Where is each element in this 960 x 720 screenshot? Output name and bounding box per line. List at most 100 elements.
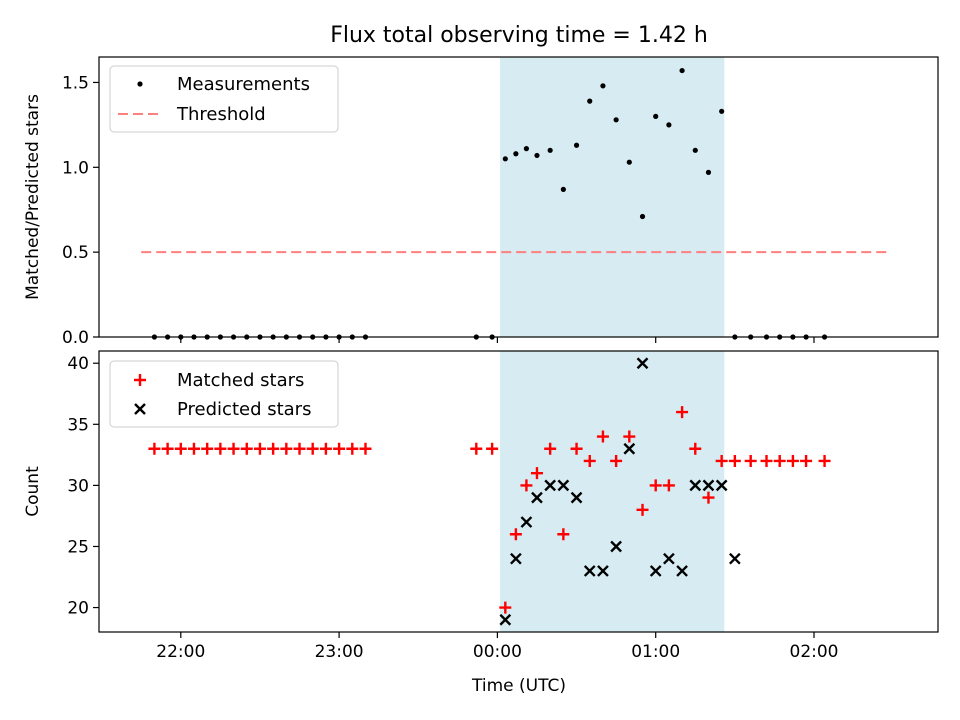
matched-star-point xyxy=(623,430,636,443)
measurement-point xyxy=(679,67,685,74)
x-tick-label: 02:00 xyxy=(790,642,839,662)
bottom-legend: Matched stars Predicted stars xyxy=(109,360,339,428)
measurement-point xyxy=(719,108,725,114)
predicted-star-point xyxy=(676,565,688,577)
y-tick-label: 0.0 xyxy=(62,328,89,348)
matched-star-point xyxy=(744,454,757,467)
matched-star-point xyxy=(509,528,522,541)
legend-measurements-marker xyxy=(137,81,143,87)
bottom-legend-box xyxy=(109,360,339,428)
top-legend-box xyxy=(109,65,339,133)
matched-star-point xyxy=(359,442,372,455)
matched-star-point xyxy=(715,454,728,467)
predicted-star-point xyxy=(702,479,715,492)
predicted-star-point xyxy=(689,479,702,492)
measurement-point xyxy=(600,83,606,89)
matched-star-point xyxy=(319,442,332,455)
measurement-point xyxy=(692,147,698,153)
y-tick-label: 0.5 xyxy=(62,243,89,263)
measurement-point xyxy=(502,156,508,162)
observing-interval-shade xyxy=(500,351,725,632)
matched-star-point xyxy=(728,454,741,467)
top-axes-frame xyxy=(98,56,939,338)
matched-star-points xyxy=(148,406,831,614)
legend-measurements-label: Measurements xyxy=(177,74,310,95)
measurement-point xyxy=(666,122,672,128)
matched-star-point xyxy=(818,454,831,467)
predicted-star-point xyxy=(544,479,557,492)
predicted-star-point xyxy=(715,479,728,492)
measurement-point xyxy=(523,146,530,152)
matched-star-point xyxy=(760,454,773,467)
x-tick-label: 00:00 xyxy=(473,642,522,662)
measurement-point xyxy=(513,151,519,157)
measurement-point xyxy=(534,152,540,159)
predicted-star-point xyxy=(636,357,649,370)
y-tick-label: 40 xyxy=(67,354,89,374)
matched-star-point xyxy=(786,454,799,467)
measurement-point xyxy=(573,142,580,148)
chart-title: Flux total observing time = 1.42 h xyxy=(330,23,708,48)
predicted-star-point xyxy=(583,565,596,577)
bottom-x-ticks: 22:00 23:00 00:00 01:00 02:00 xyxy=(156,632,839,662)
x-axis-label: Time (UTC) xyxy=(471,676,566,696)
matched-star-point xyxy=(499,601,512,614)
predicted-star-point xyxy=(510,552,522,565)
legend-matched-marker xyxy=(134,374,146,386)
measurement-point xyxy=(705,169,712,175)
matched-star-point xyxy=(161,442,174,455)
matched-star-point xyxy=(470,442,483,455)
matched-star-point xyxy=(187,442,200,455)
measurement-point xyxy=(626,159,632,165)
matched-star-point xyxy=(486,442,499,455)
y-tick-label: 25 xyxy=(67,537,89,557)
measurement-points xyxy=(151,67,828,340)
legend-predicted-marker xyxy=(134,403,146,415)
matched-star-point xyxy=(214,442,227,455)
predicted-star-point xyxy=(623,442,636,455)
y-tick-label: 30 xyxy=(67,476,89,496)
matched-star-point xyxy=(148,442,161,455)
matched-star-point xyxy=(520,479,533,492)
matched-star-point xyxy=(253,442,266,455)
matched-star-point xyxy=(570,442,583,455)
matched-star-point xyxy=(676,406,689,419)
matched-star-point xyxy=(636,503,649,516)
matched-star-point xyxy=(227,442,240,455)
predicted-star-point xyxy=(663,552,675,565)
y-tick-label: 20 xyxy=(67,599,89,619)
matched-star-point xyxy=(702,491,715,504)
top-y-axis-label: Matched/Predicted stars xyxy=(23,94,43,300)
matched-star-point xyxy=(544,442,557,455)
top-panel: 0.0 0.5 1.0 1.5 Matched/Predicted stars Mea… xyxy=(23,56,939,348)
matched-star-point xyxy=(333,442,346,455)
measurement-point xyxy=(653,113,659,119)
matched-star-point xyxy=(773,454,786,467)
top-legend: Measurements Threshold xyxy=(109,65,339,133)
predicted-star-point xyxy=(729,552,741,565)
predicted-star-point xyxy=(499,613,512,626)
matched-star-point xyxy=(689,442,702,455)
measurement-point xyxy=(547,147,553,153)
x-tick-label: 22:00 xyxy=(156,642,205,662)
bottom-axes-frame xyxy=(98,350,939,633)
predicted-star-point xyxy=(649,565,662,577)
matched-star-point xyxy=(530,467,543,480)
x-tick-label: 01:00 xyxy=(631,642,680,662)
y-tick-label: 1.5 xyxy=(62,73,89,93)
matched-star-point xyxy=(240,442,253,455)
matched-star-point xyxy=(346,442,359,455)
bottom-y-ticks: 20 25 30 35 40 xyxy=(67,354,99,619)
predicted-star-point xyxy=(570,491,583,504)
bottom-y-axis-label: Count xyxy=(23,466,43,517)
top-y-ticks: 0.0 0.5 1.0 1.5 xyxy=(62,73,99,348)
predicted-star-point xyxy=(557,479,570,492)
matched-star-point xyxy=(583,454,596,467)
measurement-point xyxy=(587,98,593,104)
matched-star-point xyxy=(306,442,319,455)
legend-threshold-label: Threshold xyxy=(176,104,266,125)
matched-star-point xyxy=(267,442,280,455)
top-x-ticks xyxy=(180,337,815,343)
measurement-point xyxy=(560,186,566,192)
